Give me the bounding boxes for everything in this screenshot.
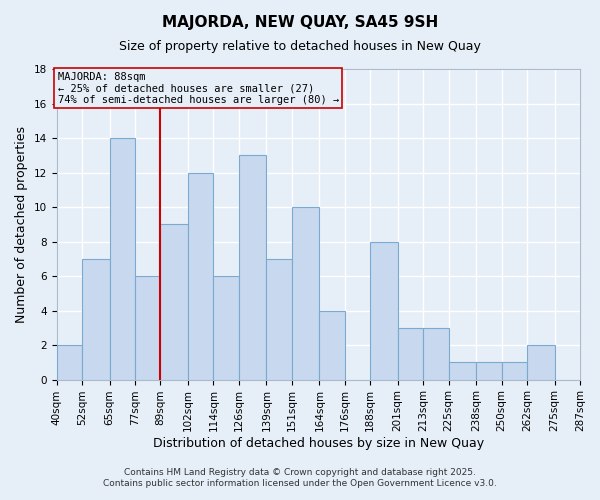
Y-axis label: Number of detached properties: Number of detached properties	[15, 126, 28, 323]
Text: MAJORDA, NEW QUAY, SA45 9SH: MAJORDA, NEW QUAY, SA45 9SH	[162, 15, 438, 30]
Bar	[82, 259, 110, 380]
Text: Size of property relative to detached houses in New Quay: Size of property relative to detached ho…	[119, 40, 481, 53]
Bar	[56, 345, 82, 380]
Bar	[214, 276, 239, 380]
Bar	[135, 276, 160, 380]
Bar	[110, 138, 135, 380]
Bar	[319, 310, 345, 380]
Text: MAJORDA: 88sqm
← 25% of detached houses are smaller (27)
74% of semi-detached ho: MAJORDA: 88sqm ← 25% of detached houses …	[58, 72, 339, 105]
Bar	[266, 259, 292, 380]
Bar	[239, 156, 266, 380]
Bar	[370, 242, 398, 380]
Bar	[423, 328, 449, 380]
Bar	[449, 362, 476, 380]
X-axis label: Distribution of detached houses by size in New Quay: Distribution of detached houses by size …	[153, 437, 484, 450]
Bar	[398, 328, 423, 380]
Bar	[527, 345, 554, 380]
Bar	[292, 207, 319, 380]
Bar	[160, 224, 188, 380]
Bar	[188, 172, 214, 380]
Bar	[476, 362, 502, 380]
Text: Contains HM Land Registry data © Crown copyright and database right 2025.
Contai: Contains HM Land Registry data © Crown c…	[103, 468, 497, 487]
Bar	[502, 362, 527, 380]
